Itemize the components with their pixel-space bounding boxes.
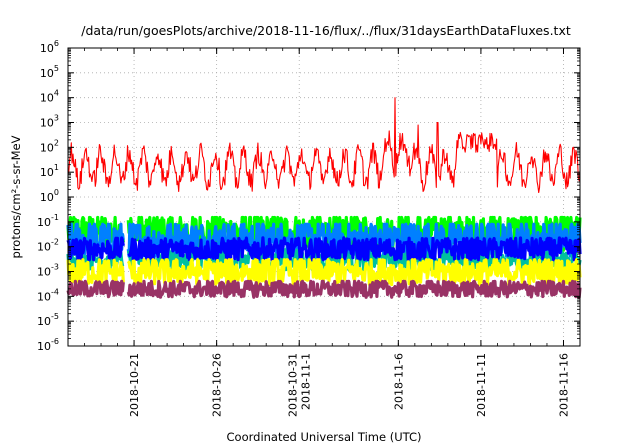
y-tick-exponent: -4	[51, 287, 59, 296]
y-tick-label: 100	[40, 188, 59, 204]
chart-title: /data/run/goesPlots/archive/2018-11-16/f…	[81, 23, 571, 38]
y-tick-label: 105	[40, 64, 59, 80]
y-tick-base: 10	[40, 166, 54, 179]
x-tick-label: 2018-10-31	[287, 353, 300, 417]
x-axis: 2018-10-21 2018-10-26 2018-10-31 2018-11-1 2…	[67, 48, 581, 417]
plot-area	[66, 97, 582, 299]
x-tick-label: 2018-11-6	[392, 353, 405, 410]
x-tick-label: 2018-11-1	[300, 353, 313, 410]
y-tick-base: 10	[40, 67, 54, 80]
y-tick-base: 10	[37, 290, 51, 303]
grid-lines	[68, 48, 580, 346]
y-tick-exponent: 3	[54, 114, 59, 123]
y-tick-base: 10	[40, 42, 54, 55]
x-tick-label: 2018-11-16	[557, 353, 570, 417]
y-tick-exponent: 4	[54, 89, 59, 98]
y-tick-label: 10-4	[37, 287, 59, 303]
y-tick-base: 10	[40, 141, 54, 154]
y-tick-base: 10	[40, 92, 54, 105]
y-tick-label: 10-6	[37, 337, 59, 353]
y-tick-exponent: -6	[51, 337, 59, 346]
x-tick-label: 2018-10-21	[128, 353, 141, 417]
y-tick-base: 10	[40, 117, 54, 130]
y-tick-exponent: -2	[51, 238, 59, 247]
y-tick-label: 10-2	[37, 238, 59, 254]
y-tick-base: 10	[37, 216, 51, 229]
y-tick-label: 103	[40, 114, 59, 130]
y-tick-exponent: 5	[54, 64, 59, 73]
y-tick-base: 10	[37, 315, 51, 328]
series-line	[66, 236, 582, 262]
y-tick-exponent: 2	[54, 138, 59, 147]
y-axis: 10-610-510-410-310-210-11001011021031041…	[37, 39, 580, 353]
y-tick-label: 101	[40, 163, 59, 179]
series-line	[67, 97, 581, 194]
y-tick-base: 10	[37, 266, 51, 279]
y-tick-label: 10-5	[37, 312, 59, 328]
y-axis-label: protons/cm²-s-sr-MeV	[9, 135, 23, 258]
y-tick-base: 10	[37, 241, 51, 254]
y-tick-label: 106	[40, 39, 59, 55]
y-tick-label: 104	[40, 89, 59, 105]
x-tick-label: 2018-10-26	[211, 353, 224, 417]
y-tick-base: 10	[40, 191, 54, 204]
y-tick-exponent: -5	[51, 312, 59, 321]
y-tick-label: 10-3	[37, 263, 59, 279]
y-tick-exponent: -3	[51, 263, 59, 272]
y-tick-exponent: 0	[54, 188, 59, 197]
y-tick-exponent: 6	[54, 39, 59, 48]
y-tick-exponent: -1	[51, 213, 59, 222]
series-line	[66, 279, 582, 299]
y-tick-label: 102	[40, 138, 59, 154]
y-tick-exponent: 1	[54, 163, 59, 172]
x-tick-label: 2018-11-11	[475, 353, 488, 417]
y-tick-base: 10	[37, 340, 51, 353]
series-line	[66, 258, 582, 287]
y-tick-label: 10-1	[37, 213, 59, 229]
x-axis-label: Coordinated Universal Time (UTC)	[227, 430, 422, 444]
